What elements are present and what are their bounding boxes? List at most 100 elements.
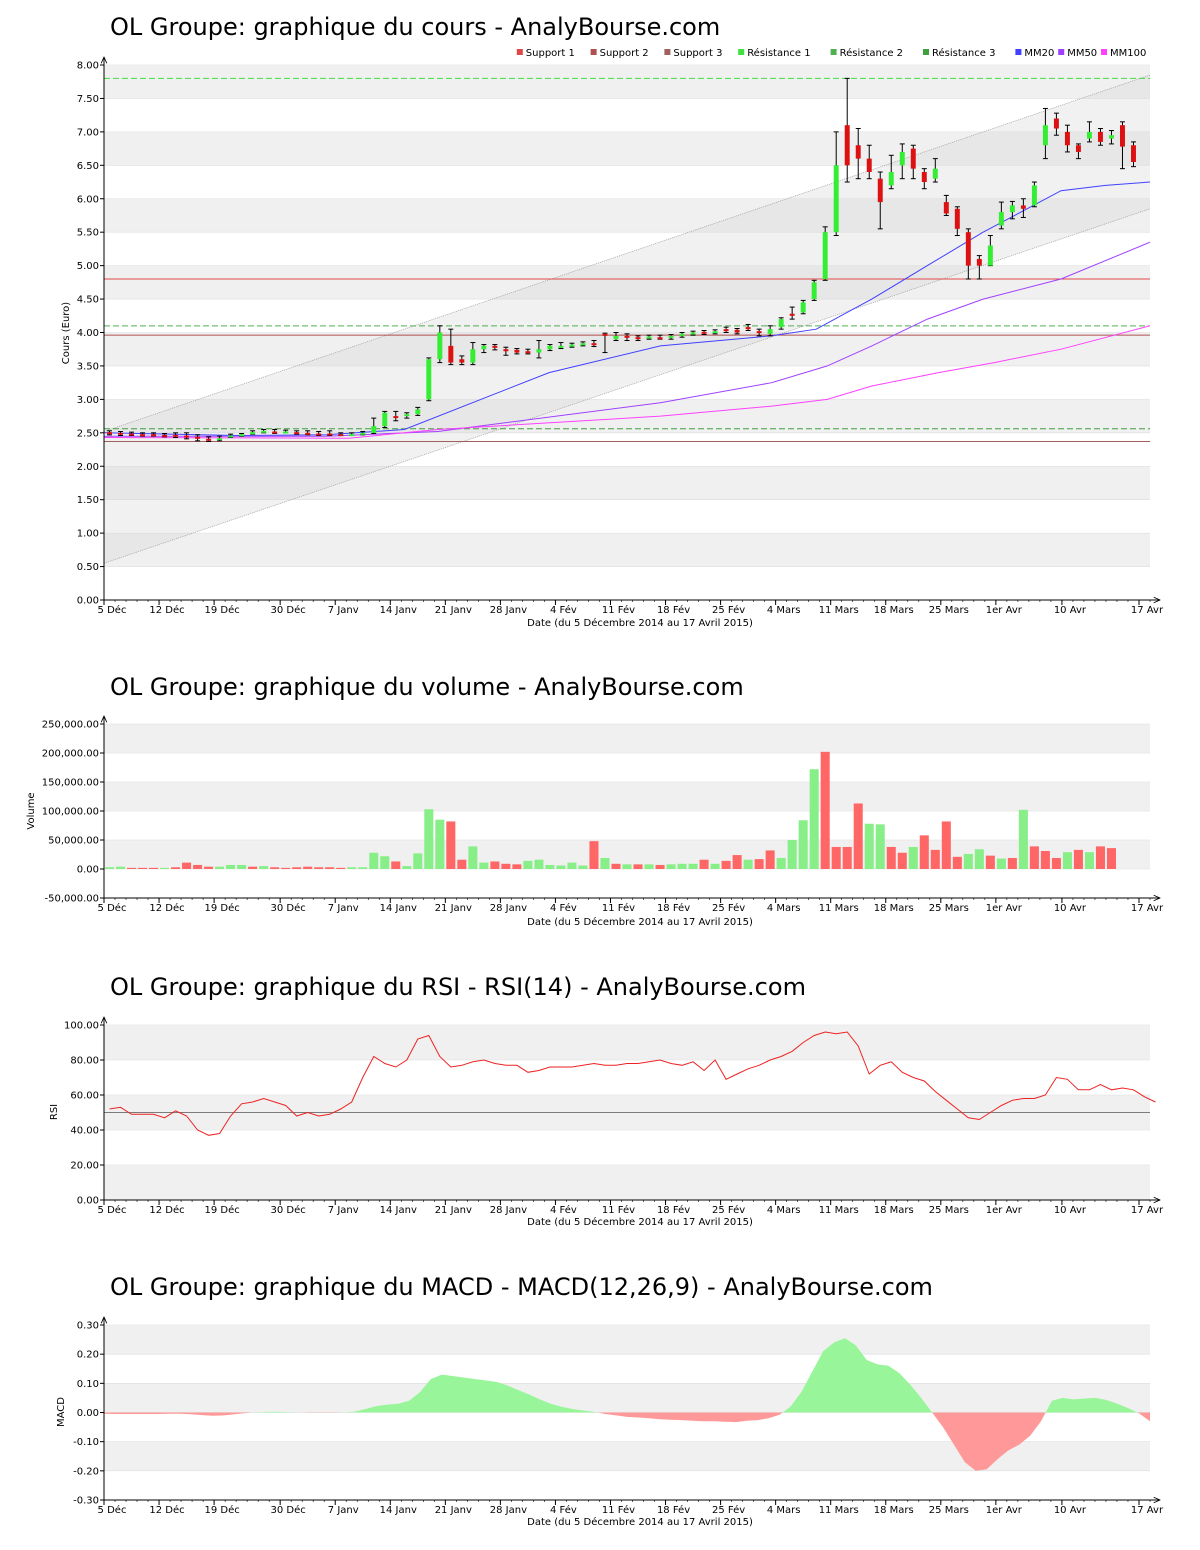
macd-x-tick-label: 5 Déc [98, 1504, 127, 1516]
volume-bar [688, 863, 698, 869]
candle [690, 330, 696, 336]
candle-body [635, 337, 641, 340]
candle-body [899, 151, 905, 166]
price-x-tick-label: 21 Janv [435, 605, 472, 616]
candle-body [470, 349, 476, 363]
volume-chart-title: OL Groupe: graphique du volume - AnalyBo… [110, 673, 744, 701]
macd-band [104, 1383, 1150, 1413]
volume-y-axis-label: Volume [26, 792, 37, 829]
volume-x-tick-label: 5 Déc [98, 902, 127, 914]
candle-body [591, 343, 597, 346]
macd-positive-area [343, 1374, 598, 1413]
volume-bar [897, 852, 907, 869]
candle-body [976, 258, 982, 266]
candle-body [129, 433, 135, 436]
candle-body [965, 232, 971, 266]
rsi-y-tick-label: 20.00 [70, 1161, 99, 1172]
legend-item: Résistance 1 [738, 47, 811, 59]
candle-body [668, 335, 674, 338]
volume-bar [347, 867, 357, 869]
price-x-tick-label: 11 Fév [602, 604, 635, 616]
rsi-x-tick-label: 17 Avr [1131, 1205, 1164, 1216]
volume-bar [248, 866, 258, 869]
legend-item: MM20 [1015, 48, 1054, 59]
macd-chart-title: OL Groupe: graphique du MACD - MACD(12,2… [110, 1273, 933, 1301]
candle-body [756, 331, 762, 334]
price-x-tick-label: 4 Mars [767, 605, 801, 616]
volume-bar [160, 867, 170, 869]
candle-body [492, 345, 498, 348]
candle [668, 334, 674, 340]
candle [217, 435, 223, 442]
volume-bar [1073, 849, 1083, 869]
price-y-tick-label: 0.50 [77, 562, 99, 573]
macd-x-tick-label: 1er Avr [986, 1505, 1023, 1516]
macd-area [104, 1338, 1150, 1471]
volume-bar [600, 857, 610, 869]
volume-bar [1084, 852, 1094, 869]
candle-body [789, 313, 795, 316]
rsi-x-tick-label: 25 Fév [712, 1204, 745, 1216]
candle [151, 432, 157, 437]
candle [294, 430, 300, 435]
macd-x-tick-label: 14 Janv [380, 1505, 417, 1516]
macd-x-tick-label: 12 Déc [149, 1504, 184, 1516]
rsi-x-tick-label: 19 Déc [204, 1204, 239, 1216]
volume-bar [523, 860, 533, 869]
rsi-x-tick-label: 14 Janv [380, 1205, 417, 1216]
candle-body [272, 431, 278, 434]
candle [679, 332, 685, 338]
rsi-x-tick-label: 28 Janv [490, 1205, 527, 1216]
volume-bar [875, 824, 885, 869]
candle [1119, 121, 1125, 170]
candle [228, 433, 234, 438]
price-band [104, 198, 1150, 233]
volume-bar [699, 859, 709, 869]
candle-body [657, 337, 663, 340]
volume-x-tick-label: 7 Janv [328, 903, 359, 914]
candle [503, 346, 509, 356]
candle [162, 432, 168, 438]
rsi-x-tick-label: 21 Janv [435, 1205, 472, 1216]
volume-x-tick-label: 11 Fév [602, 902, 635, 914]
price-y-axis-label: Cours (Euro) [61, 302, 72, 365]
volume-bar [842, 846, 852, 869]
candle [239, 432, 245, 437]
price-x-tick-label: 25 Fév [712, 604, 745, 616]
candle [987, 235, 993, 267]
candle-body [481, 345, 487, 350]
volume-y-tick-label: 100,000.00 [42, 807, 99, 818]
macd-y-tick-label: -0.30 [73, 1496, 99, 1507]
volume-bar [358, 867, 368, 869]
candle-body [690, 332, 696, 335]
volume-bar [446, 821, 456, 869]
volume-bar [809, 769, 819, 869]
candle-body [459, 359, 465, 363]
price-y-tick-label: 7.00 [77, 127, 99, 138]
volume-bar [710, 863, 720, 869]
price-axes: 0.00 0.50 1.00 1.50 2.00 2.50 3.00 3.50 4.00 4.50… [77, 57, 1164, 616]
volume-bar [204, 866, 214, 869]
rsi-x-tick-label: 11 Fév [602, 1204, 635, 1216]
rsi-x-tick-label: 5 Déc [98, 1204, 127, 1216]
candle [481, 344, 487, 354]
rsi-x-tick-label: 18 Fév [657, 1204, 690, 1216]
candle-body [778, 319, 784, 328]
candle [1075, 143, 1081, 160]
price-x-tick-label: 1er Avr [986, 605, 1023, 616]
candle-body [195, 436, 201, 439]
legend-item: Résistance 2 [830, 47, 903, 59]
candle [448, 328, 454, 366]
candle-body [1064, 131, 1070, 146]
legend-swatch [1101, 49, 1107, 55]
candle [382, 410, 388, 428]
volume-bar [589, 841, 599, 869]
macd-y-tick-label: 0.10 [77, 1379, 99, 1390]
macd-x-tick-label: 25 Mars [929, 1505, 969, 1516]
candle-body [569, 344, 575, 347]
candle [921, 168, 927, 190]
volume-bar [303, 866, 313, 869]
candle-body [349, 434, 355, 437]
volume-bars [104, 751, 1116, 869]
